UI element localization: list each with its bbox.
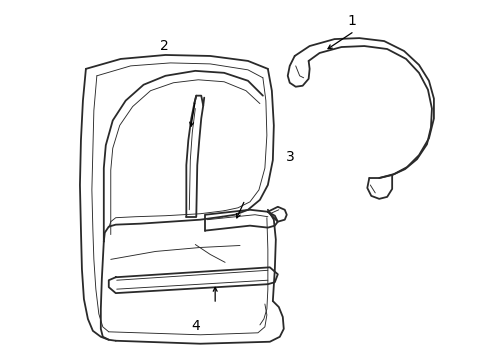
Text: 4: 4 [191,319,200,333]
Text: 1: 1 [346,14,355,28]
Text: 3: 3 [286,150,294,164]
Text: 2: 2 [160,39,168,53]
